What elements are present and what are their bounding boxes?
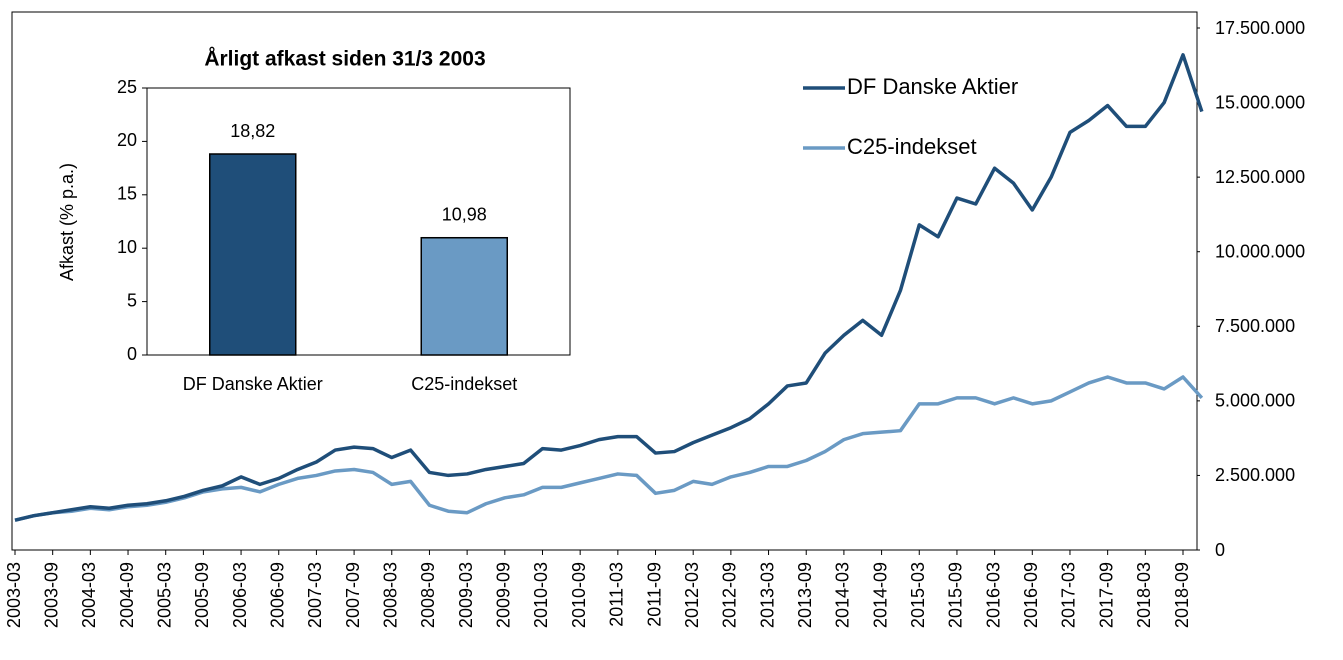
x-tick-label: 2016-09 (1021, 562, 1041, 628)
x-tick-label: 2006-09 (267, 562, 287, 628)
x-tick-label: 2011-03 (607, 562, 627, 627)
y-tick-label: 2.500.000 (1215, 465, 1295, 485)
x-tick-label: 2008-03 (381, 562, 401, 628)
x-tick-label: 2013-03 (757, 562, 777, 628)
x-tick-label: C25-indekset (411, 374, 517, 394)
inset-y-label: Afkast (% p.a.) (57, 163, 77, 281)
y-tick-label: 5.000.000 (1215, 391, 1295, 411)
x-tick-label: 2007-03 (305, 562, 325, 628)
x-tick-label: 2014-09 (870, 562, 890, 628)
x-tick-label: 2013-09 (795, 562, 815, 628)
y-tick-label: 10.000.000 (1215, 241, 1305, 261)
line-series (14, 375, 1204, 522)
x-tick-label: 2005-03 (154, 562, 174, 628)
value-label: 18,82 (230, 121, 275, 141)
x-tick-label: DF Danske Aktier (183, 374, 323, 394)
x-tick-label: 2012-09 (720, 562, 740, 628)
value-label: 10,98 (442, 204, 487, 224)
x-tick-label: 2003-09 (41, 562, 61, 628)
legend-label: C25-indekset (847, 134, 977, 159)
inset-title: Årligt afkast siden 31/3 2003 (204, 47, 485, 71)
x-tick-label: 2015-09 (946, 562, 966, 628)
y-tick-label: 17.500.000 (1215, 18, 1305, 38)
x-tick-label: 2018-03 (1134, 562, 1154, 628)
y-tick-label: 10 (117, 237, 137, 257)
x-tick-label: 2015-03 (908, 562, 928, 628)
x-tick-label: 2018-09 (1172, 562, 1192, 628)
y-tick-label: 12.500.000 (1215, 167, 1305, 187)
y-tick-label: 5 (127, 290, 137, 310)
x-tick-label: 2008-09 (418, 562, 438, 628)
x-tick-label: 2006-03 (230, 562, 250, 628)
x-tick-label: 2011-09 (644, 562, 664, 627)
x-tick-label: 2014-03 (833, 562, 853, 628)
plot-frame (11, 11, 1198, 551)
legend-label: DF Danske Aktier (847, 74, 1018, 99)
y-tick-label: 15.000.000 (1215, 92, 1305, 112)
bar (420, 236, 508, 356)
x-tick-label: 2010-03 (531, 562, 551, 628)
y-tick-label: 0 (1215, 540, 1225, 560)
y-tick-label: 15 (117, 184, 137, 204)
bar (209, 153, 297, 356)
x-tick-label: 2016-03 (983, 562, 1003, 628)
x-tick-label: 2009-09 (494, 562, 514, 628)
y-tick-label: 7.500.000 (1215, 316, 1295, 336)
x-tick-label: 2007-09 (343, 562, 363, 628)
x-tick-label: 2017-09 (1096, 562, 1116, 628)
y-tick-label: 0 (127, 344, 137, 364)
x-tick-label: 2012-03 (682, 562, 702, 628)
line-series (14, 53, 1204, 522)
y-tick-label: 25 (117, 77, 137, 97)
x-tick-label: 2004-09 (117, 562, 137, 628)
x-tick-label: 2005-09 (192, 562, 212, 628)
x-tick-label: 2009-03 (456, 562, 476, 628)
x-tick-label: 2010-09 (569, 562, 589, 628)
x-tick-label: 2017-03 (1059, 562, 1079, 628)
x-tick-label: 2004-03 (79, 562, 99, 628)
x-tick-label: 2003-03 (4, 562, 24, 628)
y-tick-label: 20 (117, 130, 137, 150)
